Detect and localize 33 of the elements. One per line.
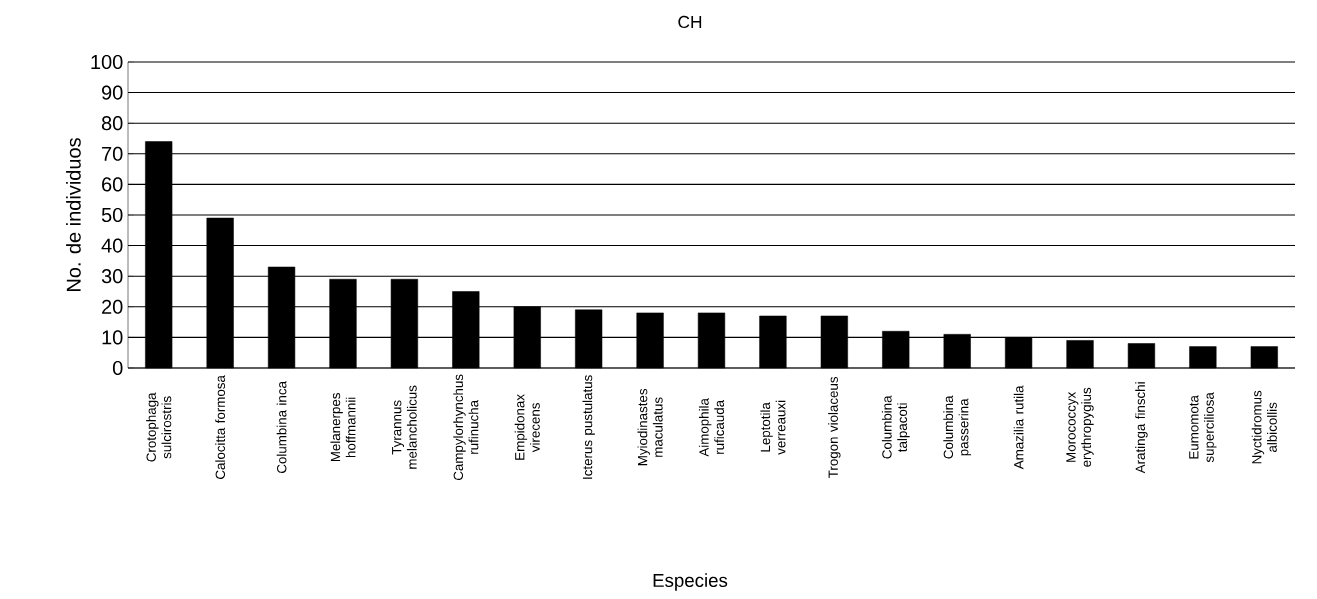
x-tick-label: Morococcyx erythropygius [1066,387,1094,467]
x-tick-label: Amazilia rutila [1013,385,1024,470]
y-tick-label: 80 [101,116,123,131]
x-tick-label: Leptotila verreauxi [760,400,786,455]
y-tick-label: 20 [102,299,123,314]
y-tick-label: 10 [102,330,123,345]
x-tick-label: Myiodinastes maculatus [637,388,663,466]
y-tick-label: 70 [102,146,123,161]
x-axis-title: Especies [653,573,728,591]
y-tick-label: 50 [101,207,123,223]
y-tick-label: 100 [91,54,123,70]
y-tick-label: 40 [101,238,123,253]
x-tick-label: Columbina talpacoti [881,395,910,459]
x-tick-label: Aimophila ruficauda [698,398,725,457]
x-tick-label: Calocitta formosa [215,375,226,479]
x-tick-label: Icterus pustulatus [582,375,595,479]
x-tick-label: Columbina passerina [943,395,972,459]
chart-title: CH [678,15,702,29]
x-tick-label: Empidonax virecens [514,394,540,460]
y-tick-label: 0 [112,360,123,376]
y-tick-label: 60 [102,177,123,192]
x-tick-label: Campylorhynchus rufinucha [453,374,479,481]
x-tick-label: Eumomota superciliosa [1189,392,1217,463]
x-tick-label: Aratinga finschi [1135,382,1148,474]
x-tick-label: Columbina inca [276,381,287,474]
x-tick-label: Nyctidromus albicollis [1251,390,1277,464]
x-tick-label: Trogon violaceus [828,376,841,478]
y-tick-label: 30 [101,269,123,284]
x-tick-label: Tyrannus melancholicus [392,385,417,469]
x-tick-label: Melanerpes hoffmannii [330,393,356,462]
y-axis-title: No. de individuos [66,138,81,291]
x-tick-label: Crotophaga sulcirostris [146,392,172,462]
y-tick-label: 90 [102,85,123,100]
